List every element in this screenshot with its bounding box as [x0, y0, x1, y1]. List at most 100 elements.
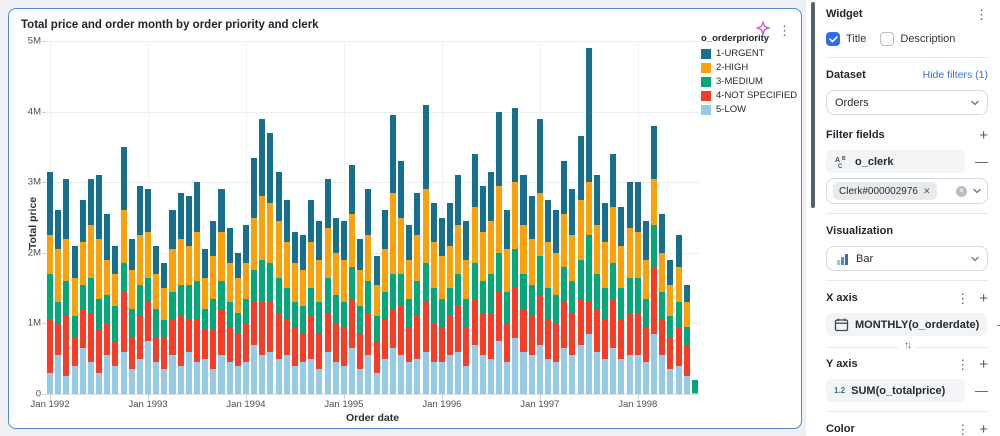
bar-segment[interactable] [177, 238, 184, 285]
bar-segment[interactable] [112, 365, 119, 394]
bar[interactable] [528, 196, 535, 394]
bar-segment[interactable] [55, 323, 62, 356]
bar-segment[interactable] [210, 369, 217, 394]
bar[interactable] [398, 161, 405, 394]
bar-segment[interactable] [520, 273, 527, 310]
bar-segment[interactable] [430, 323, 437, 363]
bar-segment[interactable] [193, 281, 201, 320]
bar-segment[interactable] [316, 259, 323, 303]
bar[interactable] [373, 256, 380, 394]
bar-segment[interactable] [675, 266, 682, 303]
filter-value-combobox[interactable]: Clerk#000002976 ✕ ✕ [826, 178, 988, 204]
bar-segment[interactable] [634, 312, 641, 356]
bar[interactable] [675, 235, 682, 394]
bar-segment[interactable] [463, 326, 470, 366]
bar-segment[interactable] [55, 302, 62, 324]
bar-segment[interactable] [447, 355, 454, 394]
bar[interactable] [259, 118, 266, 394]
bar-segment[interactable] [389, 309, 396, 349]
bar-segment[interactable] [642, 259, 649, 299]
x-axis-field[interactable]: MONTHLY(o_orderdate) [826, 313, 988, 336]
bar-segment[interactable] [651, 334, 658, 394]
bar-segment[interactable] [242, 263, 249, 299]
bar-segment[interactable] [169, 249, 176, 292]
bar-segment[interactable] [651, 266, 658, 334]
bar-segment[interactable] [520, 175, 527, 225]
bar-segment[interactable] [210, 330, 217, 370]
bar-segment[interactable] [349, 266, 356, 299]
bar-segment[interactable] [528, 316, 535, 356]
panel-scrollbar[interactable] [811, 2, 815, 208]
bar-segment[interactable] [202, 309, 209, 331]
bar[interactable] [316, 221, 323, 394]
bar-segment[interactable] [340, 302, 347, 327]
bar-segment[interactable] [373, 372, 380, 394]
bar-segment[interactable] [553, 362, 560, 394]
bar-segment[interactable] [308, 242, 315, 289]
bar-segment[interactable] [365, 189, 372, 236]
bar-segment[interactable] [120, 263, 127, 292]
bar-segment[interactable] [430, 288, 437, 324]
bar[interactable] [577, 136, 584, 394]
bar-segment[interactable] [610, 263, 617, 299]
bar-segment[interactable] [96, 298, 103, 331]
bar-segment[interactable] [422, 263, 429, 303]
bar-segment[interactable] [593, 273, 600, 310]
bar-segment[interactable] [177, 192, 184, 239]
bar-segment[interactable] [438, 326, 445, 363]
bar-segment[interactable] [618, 206, 625, 246]
bar[interactable] [193, 182, 201, 394]
bar-segment[interactable] [202, 330, 209, 359]
bar-segment[interactable] [414, 316, 421, 359]
bar-segment[interactable] [602, 358, 609, 394]
bar-segment[interactable] [169, 291, 176, 320]
bar-segment[interactable] [79, 199, 86, 243]
bar-segment[interactable] [626, 312, 633, 356]
bar[interactable] [120, 146, 127, 394]
bar-segment[interactable] [63, 316, 70, 377]
bar[interactable] [275, 171, 282, 394]
bar-segment[interactable] [414, 235, 421, 282]
bar-segment[interactable] [659, 319, 666, 356]
bar-segment[interactable] [455, 175, 462, 225]
bar[interactable] [177, 192, 184, 394]
bar-segment[interactable] [218, 189, 225, 232]
bar-segment[interactable] [112, 245, 119, 274]
bar-segment[interactable] [259, 196, 266, 260]
bar-segment[interactable] [324, 351, 331, 394]
bar[interactable] [438, 217, 445, 394]
bar-segment[interactable] [430, 203, 437, 243]
bar-segment[interactable] [251, 217, 258, 271]
bar-segment[interactable] [667, 284, 674, 317]
bar-segment[interactable] [242, 323, 249, 363]
bar[interactable] [185, 196, 192, 394]
bar[interactable] [544, 199, 551, 394]
bar[interactable] [683, 284, 690, 394]
bar-segment[interactable] [210, 298, 217, 331]
bar-segment[interactable] [259, 118, 266, 197]
bar-segment[interactable] [210, 221, 217, 257]
bar-segment[interactable] [463, 298, 470, 327]
bar-segment[interactable] [234, 334, 241, 366]
bar-segment[interactable] [63, 281, 70, 317]
bar-segment[interactable] [495, 111, 503, 186]
bar-segment[interactable] [251, 344, 258, 394]
bar-segment[interactable] [561, 213, 568, 267]
bar-segment[interactable] [585, 182, 592, 236]
bar[interactable] [430, 203, 437, 394]
bar-segment[interactable] [438, 217, 445, 257]
bar-segment[interactable] [145, 277, 152, 303]
bar-segment[interactable] [487, 221, 494, 274]
bar-segment[interactable] [618, 288, 625, 320]
bar[interactable] [210, 221, 217, 394]
bar-segment[interactable] [365, 312, 372, 356]
bar-segment[interactable] [242, 224, 249, 264]
bar-segment[interactable] [406, 362, 413, 394]
bar-segment[interactable] [683, 326, 690, 345]
bar[interactable] [283, 199, 290, 394]
legend-item[interactable]: 5-LOW [701, 104, 801, 115]
bar-segment[interactable] [691, 392, 698, 394]
bar-segment[interactable] [283, 355, 290, 394]
bar-segment[interactable] [177, 316, 184, 366]
bar-segment[interactable] [275, 221, 282, 278]
